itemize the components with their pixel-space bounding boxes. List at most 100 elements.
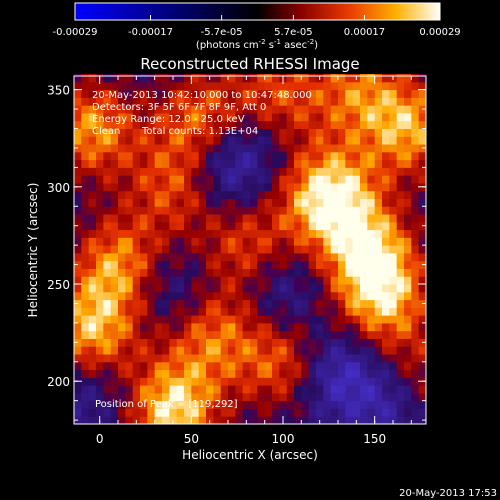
heatmap-cell <box>242 354 251 363</box>
heatmap-cell <box>110 369 119 378</box>
heatmap-cell <box>191 182 200 192</box>
heatmap-cell <box>184 151 192 161</box>
heatmap-cell <box>162 377 170 386</box>
heatmap-cell <box>389 221 398 231</box>
heatmap-cell <box>279 377 288 386</box>
heatmap-cell <box>74 400 82 409</box>
heatmap-cell <box>198 315 207 324</box>
heatmap-cell <box>330 385 339 394</box>
heatmap-cell <box>404 237 412 246</box>
heatmap-cell <box>308 229 317 238</box>
heatmap-cell <box>88 291 97 301</box>
heatmap-cell <box>206 385 214 394</box>
heatmap-cell <box>286 377 295 386</box>
heatmap-cell <box>162 361 170 371</box>
heatmap-cell <box>411 214 420 223</box>
heatmap-cell <box>110 151 119 161</box>
heatmap-cell <box>103 175 112 184</box>
heatmap-cell <box>272 182 280 192</box>
heatmap-cell <box>294 128 302 137</box>
heatmap-cell <box>345 237 354 246</box>
heatmap-cell <box>198 190 207 199</box>
heatmap-cell <box>176 346 185 355</box>
heatmap-cell <box>418 276 427 285</box>
heatmap-cell <box>257 97 266 106</box>
heatmap-cell <box>316 120 324 129</box>
heatmap-cell <box>88 105 97 114</box>
heatmap-cell <box>147 245 156 254</box>
heatmap-cell <box>345 354 354 363</box>
heatmap-cell <box>213 245 222 254</box>
heatmap-cell <box>279 346 288 355</box>
heatmap-cell <box>404 260 412 269</box>
peak-position-label: Position of Peak = [119,292] <box>95 399 238 410</box>
heatmap-cell <box>374 276 383 285</box>
heatmap-cell <box>316 81 324 91</box>
heatmap-cell <box>250 252 258 262</box>
heatmap-cell <box>323 315 332 324</box>
heatmap-cell <box>272 206 280 215</box>
heatmap-cell <box>154 299 163 308</box>
heatmap-cell <box>279 159 288 168</box>
heatmap-cell <box>242 322 251 332</box>
heatmap-cell <box>272 105 280 114</box>
heatmap-cell <box>118 229 126 238</box>
heatmap-cell <box>279 175 288 184</box>
heatmap-cell <box>286 354 295 363</box>
heatmap-cell <box>374 144 383 153</box>
heatmap-cell <box>118 97 126 106</box>
heatmap-cell <box>367 151 376 161</box>
heatmap-cell <box>147 120 156 129</box>
heatmap-cell <box>323 198 332 207</box>
heatmap-cell <box>81 322 90 332</box>
heatmap-cell <box>264 392 273 402</box>
heatmap-cell <box>374 338 383 347</box>
heatmap-cell <box>389 206 398 215</box>
heatmap-cell <box>360 338 368 347</box>
heatmap-cell <box>228 408 236 417</box>
heatmap-cell <box>396 408 405 417</box>
heatmap-cell <box>338 346 346 355</box>
heatmap-cell <box>184 338 192 347</box>
heatmap-cell <box>228 112 236 122</box>
heatmap-cell <box>316 221 324 231</box>
heatmap-cell <box>316 377 324 386</box>
heatmap-cell <box>206 206 214 215</box>
heatmap-cell <box>96 392 104 402</box>
heatmap-cell <box>125 245 134 254</box>
heatmap-cell <box>286 361 295 371</box>
heatmap-cell <box>206 291 214 301</box>
heatmap-cell <box>110 315 119 324</box>
heatmap-cell <box>110 361 119 371</box>
heatmap-cell <box>213 361 222 371</box>
heatmap-cell <box>74 206 82 215</box>
heatmap-cell <box>382 221 390 231</box>
heatmap-cell <box>176 214 185 223</box>
heatmap-cell <box>81 105 90 114</box>
heatmap-cell <box>294 198 302 207</box>
heatmap-cell <box>103 377 112 386</box>
heatmap-cell <box>294 346 302 355</box>
heatmap-cell <box>176 284 185 293</box>
heatmap-cell <box>169 151 178 161</box>
heatmap-cell <box>140 260 148 269</box>
heatmap-cell <box>184 322 192 332</box>
heatmap-cell <box>176 377 185 386</box>
heatmap-cell <box>360 369 368 378</box>
heatmap-cell <box>81 159 90 168</box>
heatmap-cell <box>242 392 251 402</box>
heatmap-cell <box>176 392 185 402</box>
heatmap-cell <box>418 361 427 371</box>
heatmap-cell <box>154 97 163 106</box>
heatmap-cell <box>323 369 332 378</box>
heatmap-cell <box>125 151 134 161</box>
heatmap-cell <box>404 105 412 114</box>
heatmap-cell <box>169 89 178 98</box>
heatmap-cell <box>162 260 170 269</box>
heatmap-cell <box>198 330 207 339</box>
heatmap-cell <box>264 330 273 339</box>
heatmap-cell <box>176 416 185 425</box>
heatmap-cell <box>140 190 148 199</box>
heatmap-cell <box>96 221 104 231</box>
heatmap-cell <box>169 315 178 324</box>
